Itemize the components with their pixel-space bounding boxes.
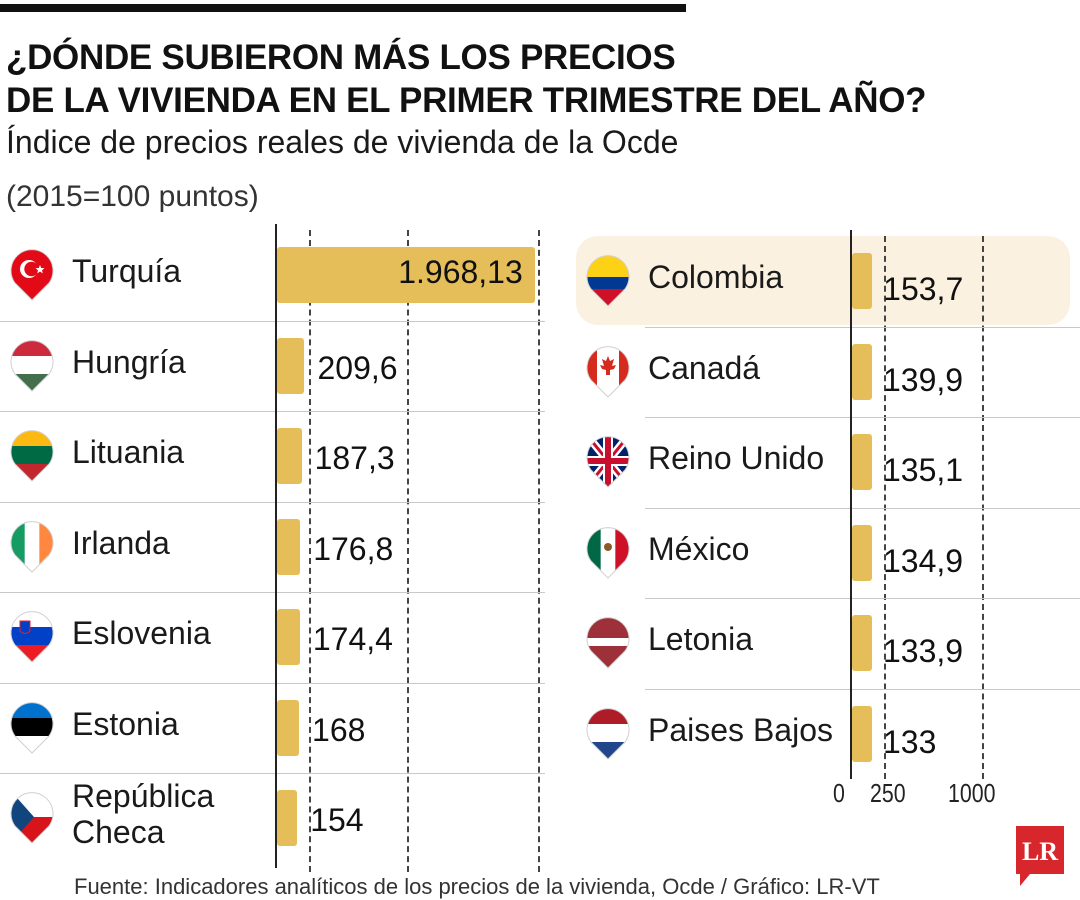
country-label-eslovenia: Eslovenia (72, 615, 211, 651)
tick-label-0: 0 (833, 778, 845, 808)
value-label-canada: 139,9 (883, 361, 964, 398)
country-label-lituania: Lituania (72, 434, 184, 470)
title-line-1: ¿DÓNDE SUBIERON MÁS LOS PRECIOS (6, 38, 676, 77)
bar-letonia (852, 615, 872, 672)
country-label-estonia: Estonia (72, 706, 179, 742)
value-label-paises-bajos: 133 (883, 723, 937, 760)
value-label-lituania: 187,3 (314, 440, 395, 477)
units-note: (2015=100 puntos) (6, 180, 259, 213)
tick-label-2: 1000 (948, 778, 996, 808)
svg-text:LR: LR (1022, 837, 1058, 866)
country-label-line: Turquía (72, 253, 182, 290)
bar-republica-checa (277, 790, 298, 847)
country-label-line: Canadá (648, 349, 761, 386)
row-separator (645, 598, 1080, 599)
country-label-mexico: México (648, 531, 749, 567)
country-label-line: Hungría (72, 343, 186, 380)
bar-eslovenia (277, 609, 300, 666)
country-label-line: Irlanda (72, 524, 170, 561)
country-label-line: México (648, 530, 750, 567)
bar-reino-unido (852, 434, 872, 491)
flag-netherlands-icon (586, 708, 630, 760)
bar-turquia (277, 247, 536, 304)
bar-lituania (277, 428, 302, 485)
gridline-250 (308, 230, 311, 872)
flag-canada-icon (586, 346, 630, 398)
zero-axis (850, 230, 852, 779)
chart-subtitle: Índice de precios reales de vivienda de … (6, 124, 679, 160)
value-label-mexico: 134,9 (883, 542, 964, 579)
value-label-letonia: 133,9 (883, 633, 964, 670)
country-label-line: Estonia (72, 705, 179, 742)
bar-mexico (852, 524, 872, 581)
value-label-republica-checa: 154 (310, 802, 364, 839)
bar-paises-bajos (852, 705, 872, 762)
chart-title: ¿DÓNDE SUBIERON MÁS LOS PRECIOS DE LA VI… (6, 36, 1066, 122)
zero-axis (275, 224, 277, 868)
flag-mexico-icon (586, 527, 630, 579)
country-label-line: Lituania (72, 434, 185, 471)
gridline-2000 (538, 230, 541, 872)
row-separator (645, 326, 1080, 328)
value-label-turquia: 1.968,13 (398, 254, 523, 291)
row-separator (0, 411, 545, 412)
flag-estonia-icon (10, 702, 54, 754)
country-label-letonia: Letonia (648, 621, 753, 657)
row-separator (645, 688, 1080, 690)
bar-irlanda (277, 518, 301, 575)
bar-colombia (852, 253, 873, 310)
top-rule (0, 4, 686, 12)
title-line-2: DE LA VIVIENDA EN EL PRIMER TRIMESTRE DE… (6, 81, 927, 120)
country-label-line: República (72, 778, 215, 815)
country-label-canada: Canadá (648, 350, 760, 386)
flag-ireland-icon (10, 521, 54, 573)
value-label-reino-unido: 135,1 (883, 452, 964, 489)
bar-estonia (277, 699, 300, 756)
country-label-paises-bajos: Paises Bajos (648, 712, 833, 748)
country-label-line: Checa (72, 814, 165, 851)
country-label-line: Colombia (648, 259, 784, 296)
row-separator (0, 320, 545, 322)
row-separator (0, 773, 545, 774)
flag-latvia-icon (586, 617, 630, 669)
flag-hungary-icon (10, 340, 54, 392)
country-label-hungria: Hungría (72, 344, 186, 380)
value-label-eslovenia: 174,4 (312, 621, 393, 658)
country-label-line: Paises Bajos (648, 711, 833, 748)
country-label-turquia: Turquía (72, 253, 181, 289)
country-label-colombia: Colombia (648, 259, 783, 295)
bar-canada (852, 343, 872, 400)
source-note: Fuente: Indicadores analíticos de los pr… (74, 874, 880, 899)
row-separator (0, 592, 545, 593)
country-label-reino-unido: Reino Unido (648, 440, 824, 476)
bar-hungria (277, 337, 305, 394)
value-label-irlanda: 176,8 (313, 530, 394, 567)
flag-lithuania-icon (10, 430, 54, 482)
value-label-hungria: 209,6 (317, 349, 398, 386)
country-label-irlanda: Irlanda (72, 525, 170, 561)
flag-slovenia-icon (10, 611, 54, 663)
row-separator (0, 682, 545, 684)
country-label-line: Reino Unido (648, 440, 825, 477)
value-label-colombia: 153,7 (883, 271, 964, 308)
flag-united-kingdom-icon (586, 436, 630, 488)
highlight-band (576, 236, 1070, 325)
country-label-line: Eslovenia (72, 615, 211, 652)
gridline-1000 (407, 230, 410, 872)
flag-czech-republic-icon (10, 792, 54, 844)
row-separator (645, 417, 1080, 418)
tick-label-1: 250 (869, 778, 906, 808)
lr-logo: LR (1016, 826, 1064, 886)
country-label-republica-checa: República Checa (72, 778, 214, 850)
country-label-line: Letonia (648, 621, 753, 658)
flag-turkey-icon (10, 249, 54, 301)
row-separator (0, 501, 545, 503)
flag-colombia-icon (586, 255, 630, 307)
value-label-estonia: 168 (312, 711, 366, 748)
row-separator (645, 507, 1080, 509)
